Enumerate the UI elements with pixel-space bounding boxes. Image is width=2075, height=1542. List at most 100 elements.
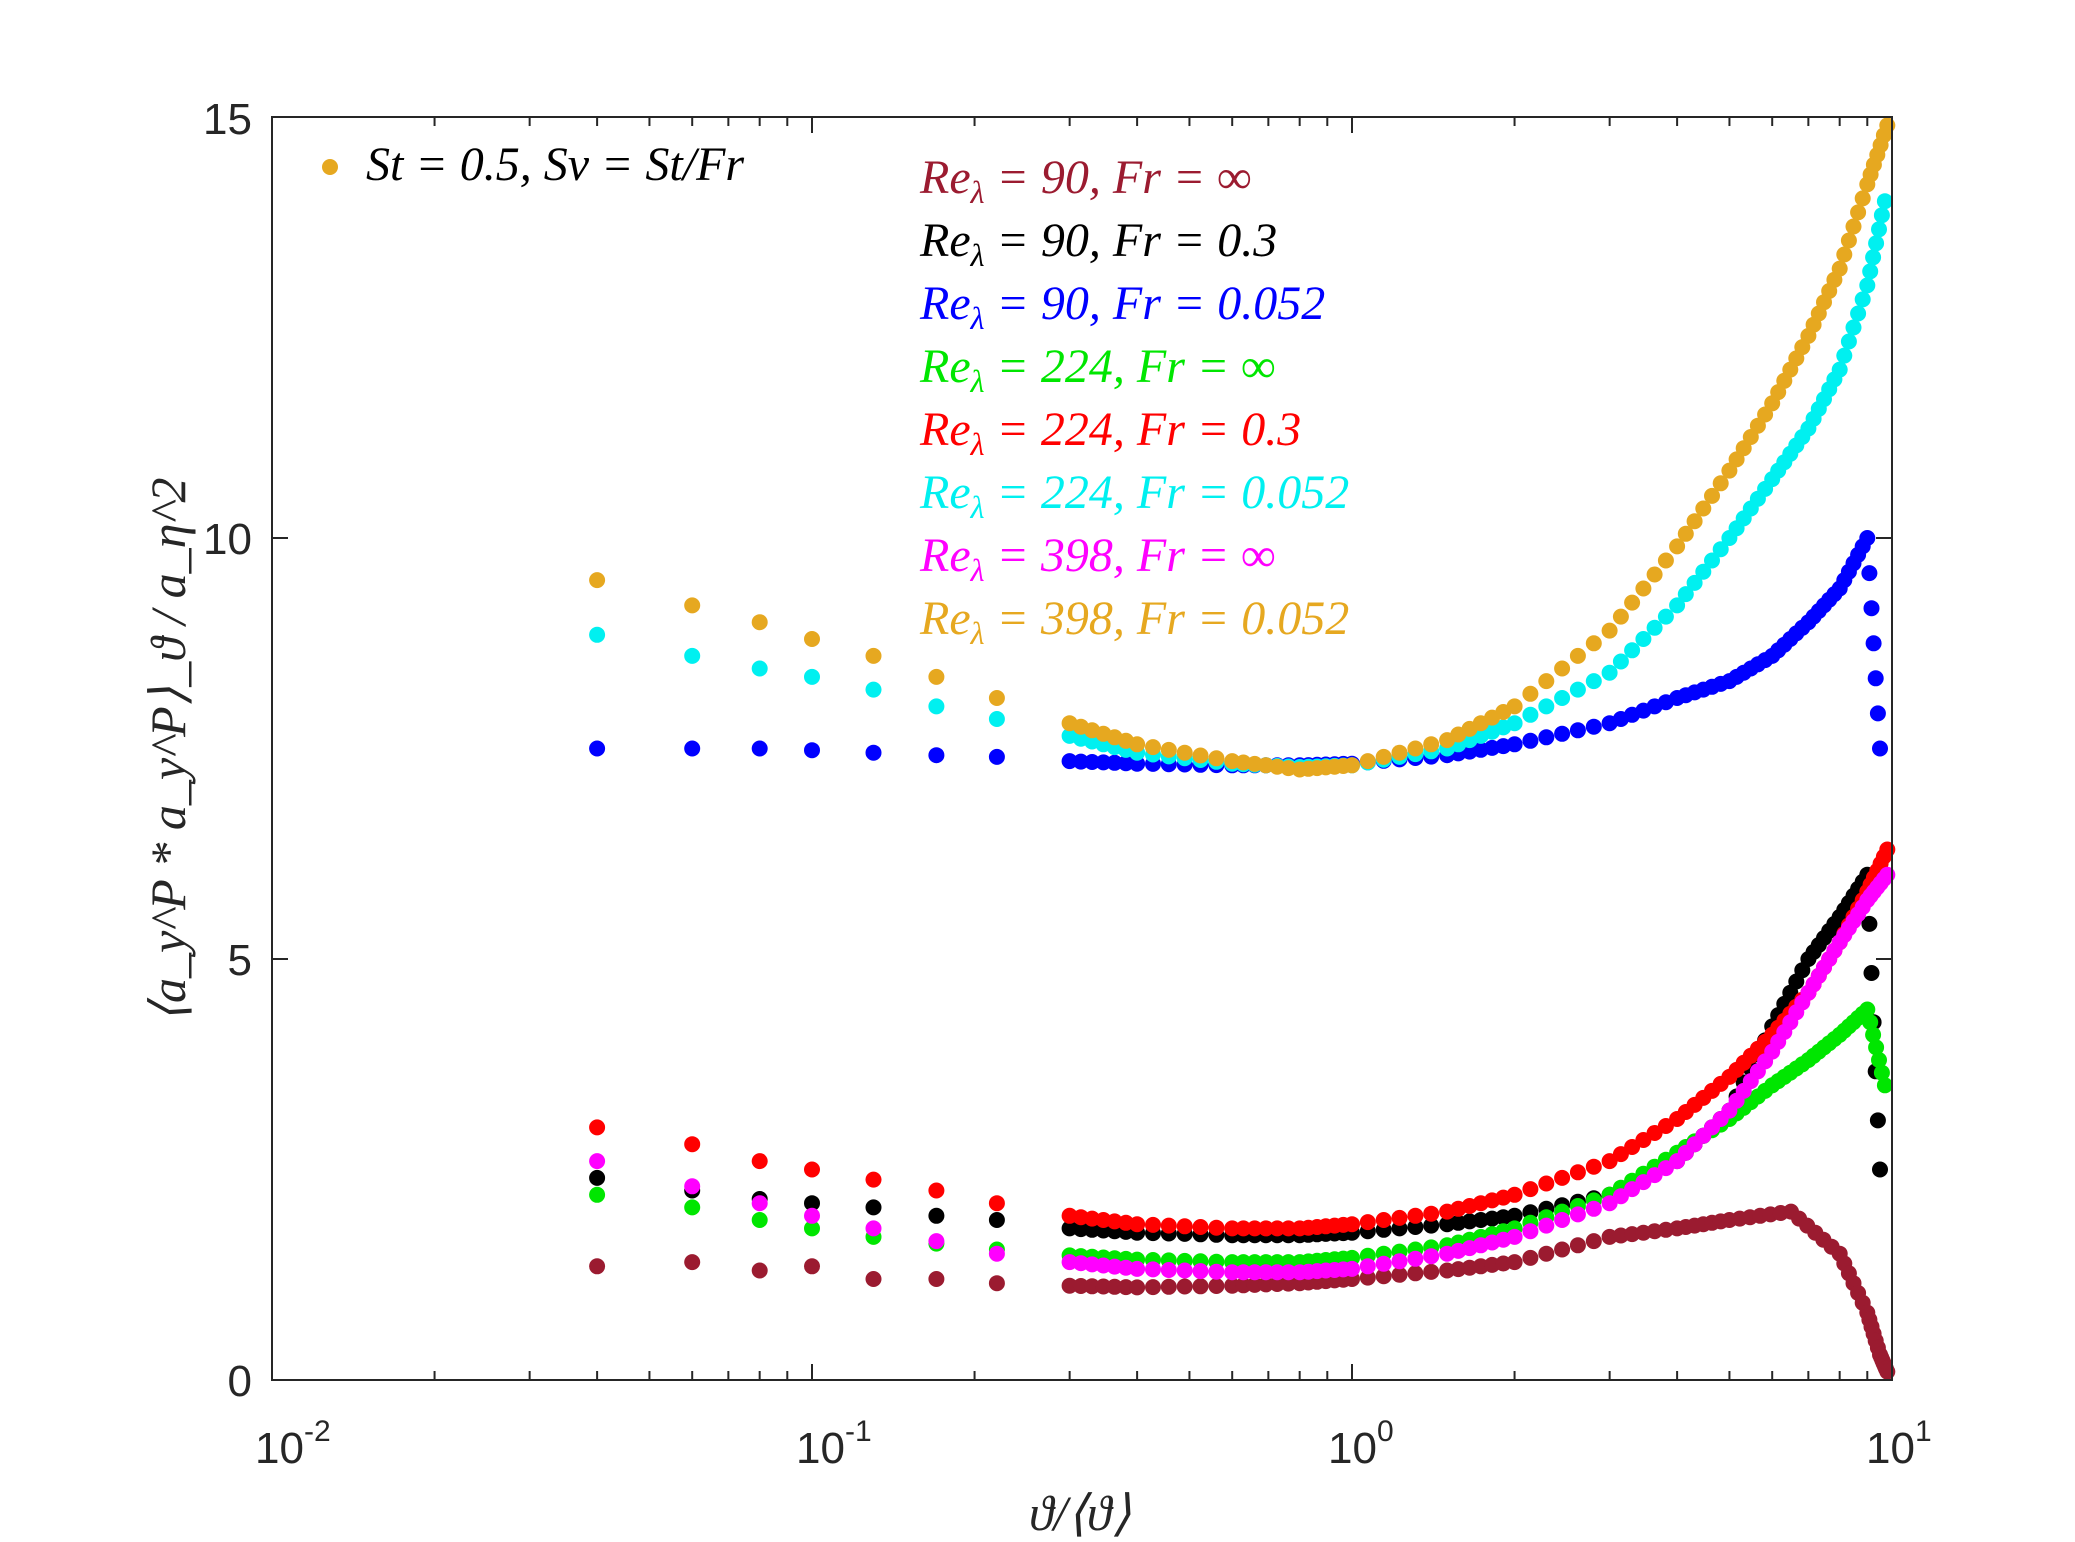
data-point: [1538, 673, 1555, 690]
data-point: [804, 1220, 820, 1237]
data-point: [1869, 705, 1886, 722]
data-point: [1208, 750, 1225, 767]
data-point: [1506, 1254, 1523, 1271]
data-point: [988, 1275, 1005, 1292]
data-point: [1176, 1278, 1193, 1295]
data-point: [1646, 619, 1663, 636]
data-point: [1850, 305, 1867, 322]
data-point: [1862, 1014, 1879, 1031]
data-point: [1522, 685, 1539, 702]
legend-entry: Reλ = 224, Fr = ∞: [919, 340, 1275, 399]
data-point: [1506, 698, 1523, 715]
data-point: [1850, 204, 1867, 221]
data-point: [1601, 664, 1618, 681]
data-point: [804, 631, 820, 647]
data-point: [684, 1199, 701, 1216]
data-point: [684, 740, 701, 757]
data-point: [1863, 965, 1880, 981]
data-point: [1635, 631, 1652, 647]
data-point: [1854, 190, 1871, 207]
data-point: [1359, 1214, 1376, 1231]
data-point: [1129, 1216, 1146, 1233]
data-point: [1145, 739, 1161, 756]
data-point: [1695, 563, 1712, 580]
data-point: [1375, 1255, 1392, 1272]
data-point: [1235, 1277, 1252, 1294]
data-point: [1845, 218, 1862, 235]
data-point: [1873, 207, 1890, 224]
data-point: [684, 647, 701, 664]
data-point: [865, 1271, 882, 1287]
annotation-marker: [322, 159, 338, 175]
data-point: [589, 1153, 606, 1170]
data-point: [751, 1212, 768, 1228]
data-point: [1117, 755, 1134, 772]
y-tick-label: 10: [203, 515, 252, 564]
data-point: [1257, 1264, 1274, 1281]
data-point: [1865, 635, 1882, 652]
data-point: [1854, 291, 1871, 308]
data-point: [1235, 1220, 1252, 1237]
data-point: [804, 1161, 820, 1178]
data-point: [1873, 1064, 1890, 1081]
data-point: [1407, 1265, 1424, 1282]
data-point: [1145, 1216, 1161, 1233]
data-point: [1176, 1262, 1193, 1279]
data-point: [751, 1153, 768, 1170]
data-point: [751, 1195, 768, 1212]
data-point: [1246, 1264, 1263, 1281]
data-point: [1407, 740, 1424, 757]
data-point: [988, 690, 1005, 706]
data-point: [1423, 1217, 1440, 1234]
x-tick-label: 10-1: [796, 1415, 872, 1473]
data-point: [865, 1199, 882, 1216]
data-point: [1686, 513, 1703, 530]
data-point: [684, 597, 701, 614]
data-point: [1129, 1279, 1146, 1296]
data-point: [1859, 1001, 1876, 1018]
data-point: [751, 740, 768, 757]
data-point: [1836, 347, 1853, 364]
data-point: [1375, 1212, 1392, 1228]
data-point: [1840, 232, 1857, 249]
data-point: [1106, 1278, 1123, 1295]
data-point: [1145, 1279, 1161, 1296]
data-point: [1246, 1276, 1263, 1293]
data-point: [1554, 660, 1571, 677]
data-point: [1669, 597, 1686, 614]
data-point: [928, 698, 945, 715]
data-point: [1831, 260, 1848, 277]
legend-entry: Reλ = 90, Fr = ∞: [919, 151, 1251, 210]
data-point: [589, 1186, 606, 1203]
data-point: [1861, 565, 1878, 582]
data-point: [1704, 552, 1720, 569]
data-point: [589, 1169, 606, 1186]
x-tick-label: 100: [1328, 1415, 1394, 1473]
data-point: [1423, 1263, 1440, 1280]
data-point: [865, 744, 882, 761]
data-point: [1246, 1220, 1263, 1237]
data-point: [988, 1212, 1005, 1228]
data-point: [1160, 1217, 1177, 1234]
plot-area: [272, 117, 1892, 1380]
data-point: [1176, 744, 1193, 761]
data-point: [1391, 744, 1408, 761]
data-point: [1585, 673, 1602, 690]
data-points: [589, 117, 1896, 1380]
data-point: [928, 668, 945, 685]
data-point: [1869, 1112, 1886, 1129]
data-point: [1506, 736, 1523, 753]
data-point: [804, 1258, 820, 1275]
data-point: [1712, 475, 1729, 492]
data-point: [589, 1258, 606, 1275]
data-point: [1095, 754, 1112, 771]
data-point: [1192, 1278, 1209, 1295]
data-point: [751, 614, 768, 631]
data-point: [1859, 277, 1876, 294]
data-point: [1176, 1218, 1193, 1235]
data-point: [1585, 718, 1602, 735]
data-point: [1868, 235, 1885, 252]
data-point: [1344, 1216, 1360, 1233]
